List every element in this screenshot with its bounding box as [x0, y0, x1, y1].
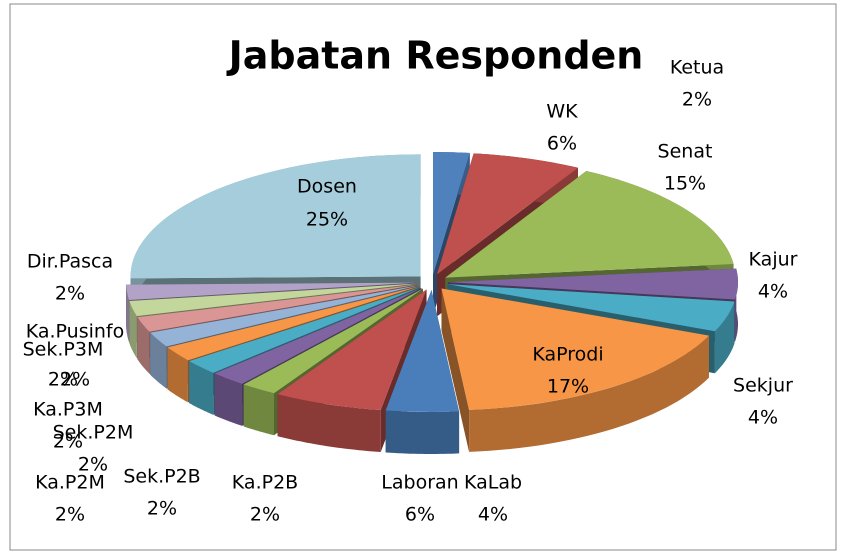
- slice: [126, 282, 417, 300]
- slice: [189, 287, 420, 373]
- slice-value-label: 2%: [250, 504, 280, 526]
- slice: [130, 154, 421, 279]
- slice-value-label: 25%: [306, 209, 348, 231]
- slice: [214, 287, 422, 384]
- slice-value-label: 6%: [405, 504, 435, 526]
- slice: [167, 286, 419, 361]
- slice-value-label: 15%: [664, 173, 706, 195]
- slice: [137, 284, 417, 332]
- slice-label: Ketua: [670, 57, 724, 79]
- slice-value-label: 4%: [478, 504, 508, 526]
- slice: [433, 152, 470, 275]
- slice-side: [214, 373, 243, 426]
- slice-value-label: 2%: [55, 504, 85, 526]
- slice-side: [385, 410, 460, 454]
- slice-side: [243, 384, 274, 436]
- slice-value-label: 6%: [547, 133, 577, 155]
- slice-label: Senat: [658, 141, 713, 163]
- slice-label: Ka.P2M: [35, 472, 105, 494]
- slice-side: [126, 284, 129, 342]
- slice-side: [129, 301, 137, 359]
- slice: [441, 288, 709, 410]
- slice-label: Kajur: [749, 249, 798, 271]
- slice: [447, 268, 738, 300]
- slice-value-label: 17%: [547, 376, 589, 398]
- slice: [129, 283, 417, 317]
- slice-value-label: 2%: [60, 369, 90, 391]
- slice-label: WK: [546, 101, 578, 123]
- slice: [436, 153, 578, 275]
- slice-value-label: 2%: [55, 283, 85, 305]
- slice-side: [189, 361, 214, 415]
- slice: [243, 288, 423, 394]
- slice-label: Laboran: [381, 472, 458, 494]
- slice-wall: [441, 288, 470, 452]
- slice-label: KaLab: [464, 472, 522, 494]
- slice-label: Sekjur: [733, 375, 793, 397]
- slice-label: Ka.P3M: [33, 399, 103, 421]
- slice-value-label: 4%: [758, 281, 788, 303]
- slice-side: [469, 335, 709, 452]
- slice-label: Sek.P2B: [123, 466, 200, 488]
- slice: [150, 285, 418, 347]
- slice-label: Ka.P2B: [232, 472, 298, 494]
- slice-side: [150, 332, 167, 389]
- slice-side: [714, 301, 735, 374]
- slice: [277, 289, 427, 410]
- chart-title: Jabatan Responden: [226, 34, 644, 78]
- slice-label: Dosen: [297, 176, 357, 198]
- slice-value-label: 4%: [748, 407, 778, 429]
- slice-value-label: 2%: [78, 454, 108, 476]
- slice-label: Sek.P3M: [23, 339, 104, 361]
- slice: [385, 289, 460, 412]
- slice-side: [137, 317, 150, 374]
- slice-label: Ka.Pusinfo: [26, 321, 125, 343]
- slice-label: Sek.P2M: [53, 422, 134, 444]
- slice: [447, 284, 735, 332]
- slice-value-label: 2%: [147, 498, 177, 520]
- slice-label: KaProdi: [532, 344, 603, 366]
- slice-value-label: 2%: [48, 369, 78, 391]
- slice-label: Dir.Pasca: [27, 251, 113, 273]
- slice-side: [277, 394, 381, 452]
- slice-value-label: 2%: [682, 89, 712, 111]
- slice: [445, 170, 734, 278]
- slice-value-label: 2%: [53, 431, 83, 453]
- slice-side: [167, 347, 188, 403]
